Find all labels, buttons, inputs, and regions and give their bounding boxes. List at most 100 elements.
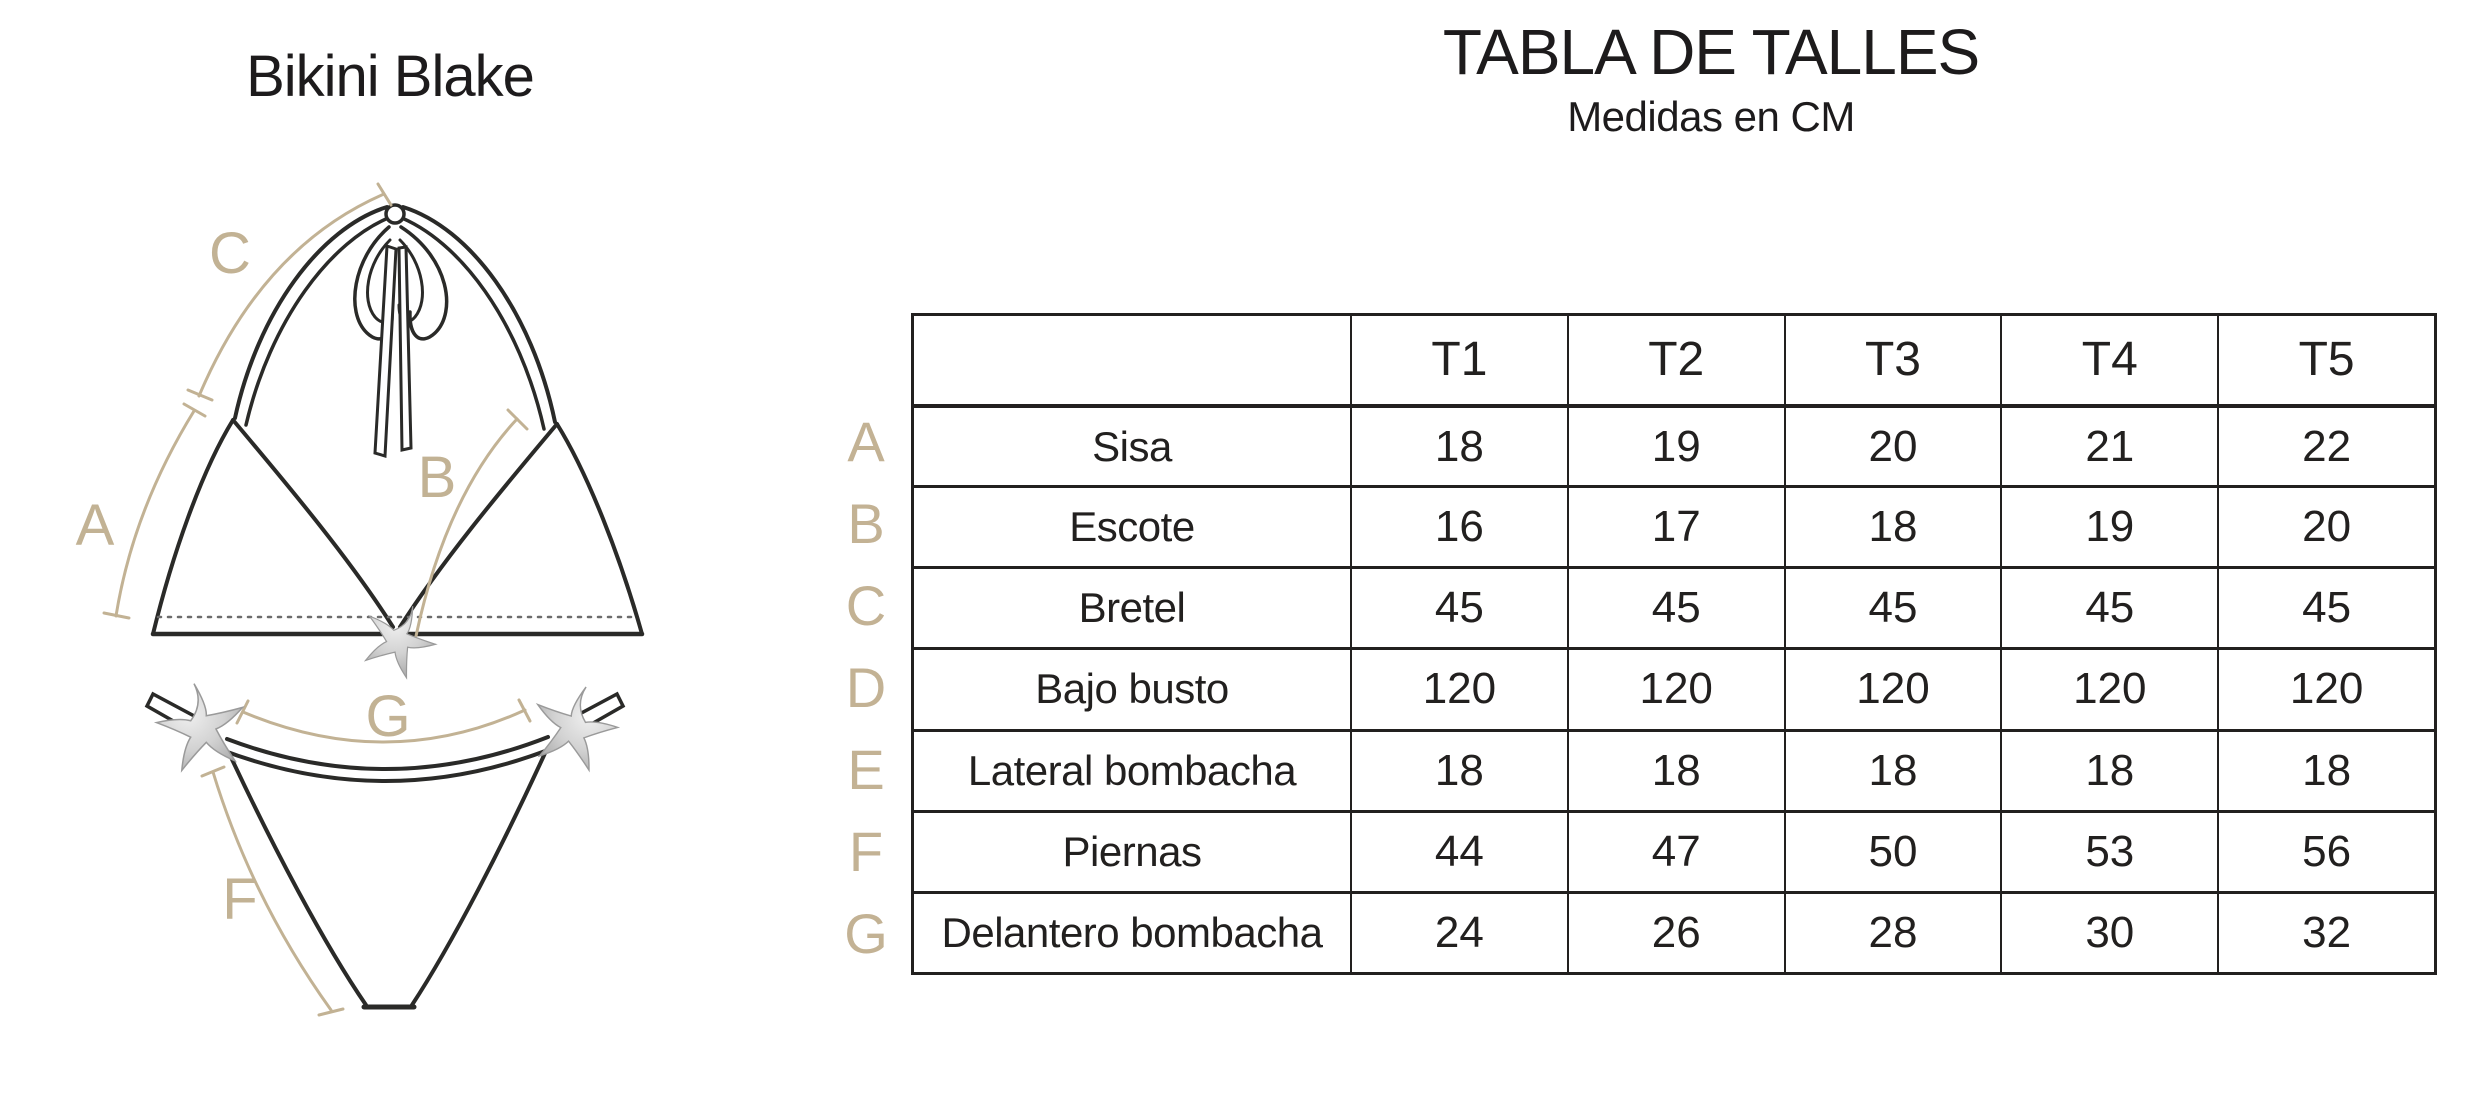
bikini-measurement-diagram: C A B G F xyxy=(76,182,645,1017)
table-row-label: Sisa xyxy=(914,404,1350,486)
measure-tick xyxy=(182,402,207,418)
table-header-size-T5: T5 xyxy=(2217,316,2434,404)
measure-tick xyxy=(186,388,214,402)
top-cup-right-inner-edge xyxy=(398,422,559,629)
table-cell: 45 xyxy=(2217,566,2434,648)
measure-tick xyxy=(376,182,393,207)
table-cell: 120 xyxy=(2217,647,2434,729)
table-cell: 30 xyxy=(2000,890,2218,972)
table-cell: 45 xyxy=(1566,566,1784,648)
table-cell: 18 xyxy=(2000,728,2218,810)
bottom-leg-left-edge xyxy=(227,751,368,1007)
bottom-waistband-upper xyxy=(225,735,550,771)
measure-tick xyxy=(200,765,226,778)
table-cell: 120 xyxy=(1350,647,1567,729)
row-letter-B: B xyxy=(847,492,885,555)
top-cup-left-inner-edge xyxy=(231,418,395,629)
table-header-empty xyxy=(914,316,1350,404)
table-cell: 18 xyxy=(1566,728,1784,810)
table-cell: 26 xyxy=(1566,890,1784,972)
top-strap-right-outline xyxy=(401,205,557,424)
table-cell: 32 xyxy=(2217,890,2434,972)
diagram-label-F: F xyxy=(222,867,257,932)
table-cell: 120 xyxy=(1783,647,2001,729)
halter-knot xyxy=(384,203,406,225)
measure-arc-F xyxy=(211,770,333,1012)
table-cell: 50 xyxy=(1783,809,2001,891)
measurement-marks xyxy=(102,182,532,1017)
measure-tick xyxy=(102,611,131,620)
table-cell: 21 xyxy=(2000,404,2218,486)
table-cell: 44 xyxy=(1350,809,1567,891)
starfish-icon xyxy=(356,595,445,684)
product-title: Bikini Blake xyxy=(246,44,535,109)
table-cell: 120 xyxy=(2000,647,2218,729)
row-letter-A: A xyxy=(847,410,885,473)
table-cell: 45 xyxy=(1350,566,1567,648)
size-table: T1 T2 T3 T4 T5 Sisa 18 19 20 21 22 Escote 16 17 18 19 20… xyxy=(911,313,2437,975)
row-letter-F: F xyxy=(848,820,884,883)
table-cell: 19 xyxy=(1566,404,1784,486)
measure-tick xyxy=(506,408,529,431)
table-cell: 18 xyxy=(1783,728,2001,810)
table-header-size-T1: T1 xyxy=(1350,316,1567,404)
bottom-waistband-lower xyxy=(220,746,555,783)
table-cell: 18 xyxy=(1350,404,1567,486)
table-cell: 19 xyxy=(2000,485,2218,567)
table-cell: 47 xyxy=(1566,809,1784,891)
table-row-label: Delantero bombacha xyxy=(914,890,1350,972)
measure-tick xyxy=(517,698,532,723)
starfish-icon xyxy=(147,670,259,782)
table-cell: 120 xyxy=(1566,647,1784,729)
table-row-label: Lateral bombacha xyxy=(914,728,1350,810)
measure-arc-A xyxy=(114,409,196,618)
bow-tail-left xyxy=(373,243,398,458)
bow-tail-right xyxy=(397,245,413,452)
table-cell: 18 xyxy=(1783,485,2001,567)
diagram-label-C: C xyxy=(209,221,251,286)
diagram-label-G: G xyxy=(365,684,410,749)
measurement-letters: C A B G F xyxy=(76,221,457,932)
table-cell: 18 xyxy=(2217,728,2434,810)
row-letter-G: G xyxy=(844,902,888,965)
row-letter-spacer xyxy=(836,313,896,401)
top-strap-left-outline xyxy=(233,205,389,420)
size-chart-subtitle: Medidas en CM xyxy=(1567,93,1855,140)
table-cell: 45 xyxy=(2000,566,2218,648)
size-chart-title: TABLA DE TALLES xyxy=(1442,16,1980,88)
table-cell: 24 xyxy=(1350,890,1567,972)
diagram-label-A: A xyxy=(76,493,115,558)
table-cell: 53 xyxy=(2000,809,2218,891)
table-cell: 20 xyxy=(2217,485,2434,567)
table-cell: 45 xyxy=(1783,566,2001,648)
table-cell: 16 xyxy=(1350,485,1567,567)
table-row-label: Bajo busto xyxy=(914,647,1350,729)
measure-tick xyxy=(317,1007,345,1017)
table-header-size-T4: T4 xyxy=(2000,316,2218,404)
table-cell: 22 xyxy=(2217,404,2434,486)
starfish-icon xyxy=(518,671,629,781)
table-cell: 17 xyxy=(1566,485,1784,567)
row-letter-D: D xyxy=(845,656,887,719)
top-cup-left-outer-edge xyxy=(151,418,235,636)
row-letter-E: E xyxy=(847,738,885,801)
table-row-label: Bretel xyxy=(914,566,1350,648)
table-row-label: Piernas xyxy=(914,809,1350,891)
table-cell: 18 xyxy=(1350,728,1567,810)
table-cell: 56 xyxy=(2217,809,2434,891)
measure-arc-B xyxy=(414,417,519,638)
top-cup-right-outer-edge xyxy=(555,422,644,636)
table-header-size-T3: T3 xyxy=(1783,316,2001,404)
table-cell: 20 xyxy=(1783,404,2001,486)
bow-loop-right xyxy=(399,225,449,341)
measure-arc-G xyxy=(241,708,527,744)
table-cell: 28 xyxy=(1783,890,2001,972)
measure-tick xyxy=(235,699,250,725)
table-row-label: Escote xyxy=(914,485,1350,567)
row-letter-C: C xyxy=(845,574,887,637)
diagram-label-B: B xyxy=(418,445,457,510)
measure-arc-C xyxy=(197,192,386,398)
bottom-leg-right-edge xyxy=(410,749,548,1007)
